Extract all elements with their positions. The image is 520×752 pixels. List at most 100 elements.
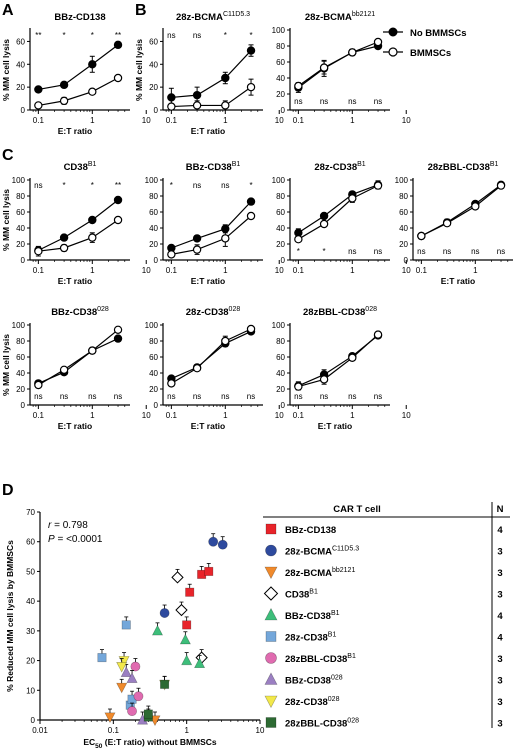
scatter-point bbox=[116, 662, 128, 673]
y-tick-label: 20 bbox=[149, 83, 158, 92]
x-tick-label: 0.1 bbox=[416, 266, 428, 275]
legend-marker bbox=[264, 607, 278, 621]
significance-label: * bbox=[91, 31, 94, 40]
legend-marker-bmmscs bbox=[388, 47, 398, 57]
significance-label: ns bbox=[193, 392, 201, 401]
data-point bbox=[113, 334, 123, 343]
scatter-point bbox=[175, 603, 188, 617]
series-line bbox=[297, 45, 379, 89]
y-tick-label: 40 bbox=[276, 369, 285, 378]
data-point bbox=[319, 63, 329, 72]
panel-letter-d: D bbox=[2, 482, 14, 499]
x-tick-label: 0.1 bbox=[293, 411, 305, 420]
series-no-bmmscs bbox=[294, 180, 383, 238]
y-tick-label: 60 bbox=[276, 208, 285, 217]
data-point bbox=[34, 101, 43, 110]
y-tick-label: 80 bbox=[399, 192, 408, 201]
significance-label: ns bbox=[348, 97, 356, 106]
y-tick-label: 0 bbox=[21, 401, 26, 410]
series-line bbox=[171, 215, 252, 255]
series-line bbox=[171, 50, 252, 99]
legend-marker bbox=[263, 586, 279, 601]
series-no-bmmscs bbox=[34, 195, 123, 255]
x-tick-label: 1 bbox=[350, 411, 355, 420]
y-tick-label: 60 bbox=[149, 208, 158, 217]
y-tick-label: 30 bbox=[26, 627, 35, 636]
scatter-point bbox=[97, 653, 107, 663]
significance-label: ns bbox=[417, 247, 425, 256]
scatter-group-6 bbox=[127, 658, 144, 717]
legend-label: BBz-CD38B1 bbox=[285, 610, 340, 622]
x-tick-label: 1 bbox=[90, 411, 95, 420]
y-tick-label: 100 bbox=[272, 321, 286, 330]
series-bmmscs bbox=[34, 73, 123, 110]
significance-label: ns bbox=[114, 392, 122, 401]
series-bmmscs bbox=[167, 211, 256, 259]
x-tick-label: 1 bbox=[473, 266, 478, 275]
scatter-point bbox=[179, 633, 191, 645]
series-line bbox=[421, 185, 502, 237]
data-point bbox=[496, 181, 506, 190]
y-tick-label: 60 bbox=[276, 353, 285, 362]
x-tick-label: 1 bbox=[223, 116, 228, 125]
y-tick-label: 0 bbox=[21, 256, 26, 265]
data-point bbox=[373, 181, 383, 190]
data-point bbox=[246, 324, 256, 334]
data-point bbox=[246, 197, 256, 206]
scatter-point bbox=[104, 712, 116, 724]
significance-label: * bbox=[170, 181, 173, 190]
data-point bbox=[221, 234, 230, 243]
chart-title: BBz-CD38028 bbox=[51, 306, 109, 318]
significance-label: ns bbox=[374, 392, 382, 401]
y-tick-label: 100 bbox=[272, 26, 286, 35]
significance-label: ns bbox=[374, 97, 382, 106]
y-tick-label: 80 bbox=[276, 42, 285, 51]
data-point bbox=[246, 211, 256, 221]
significance-label: ns bbox=[167, 392, 175, 401]
series-line bbox=[298, 41, 379, 87]
legend-n: 3 bbox=[497, 676, 502, 687]
significance-label: ns bbox=[443, 247, 451, 256]
significance-label: ns bbox=[193, 181, 201, 190]
x-tick-label: 10 bbox=[402, 116, 411, 125]
data-point bbox=[59, 243, 69, 253]
x-tick-label: 10 bbox=[142, 116, 151, 125]
data-point bbox=[319, 211, 329, 221]
y-tick-label: 0 bbox=[154, 256, 159, 265]
series-line bbox=[171, 201, 252, 249]
x-tick-label: 0.1 bbox=[293, 116, 305, 125]
data-point bbox=[88, 60, 97, 69]
series-no-bmmscs bbox=[294, 41, 383, 93]
y-tick-label: 0 bbox=[154, 401, 159, 410]
series-line bbox=[38, 77, 119, 107]
data-point bbox=[319, 219, 329, 229]
data-point bbox=[221, 336, 230, 346]
x-tick-label: 0.1 bbox=[166, 411, 178, 420]
data-point bbox=[192, 245, 202, 254]
legend-label: 28z-CD38028 bbox=[285, 696, 340, 708]
x-tick-label: 1 bbox=[90, 266, 95, 275]
data-point bbox=[88, 87, 97, 96]
chart-panel-C: CD38B1 0 20 40 60 80 100 0.1 1 10 E:T ratio % MM ce… bbox=[1, 161, 151, 286]
y-tick-label: 100 bbox=[12, 321, 26, 330]
chart-title: 28z-BCMAC11D5.3 bbox=[176, 11, 250, 23]
x-tick-label: 10 bbox=[275, 411, 284, 420]
legend-marker bbox=[265, 523, 277, 535]
series-line bbox=[298, 334, 379, 388]
legend-marker bbox=[264, 566, 278, 580]
y-tick-label: 60 bbox=[399, 208, 408, 217]
series-line bbox=[171, 328, 252, 384]
x-axis-label: E:T ratio bbox=[58, 421, 92, 431]
data-point bbox=[294, 81, 303, 91]
y-tick-label: 20 bbox=[149, 385, 158, 394]
legend-n: 3 bbox=[497, 697, 502, 708]
x-axis-label: E:T ratio bbox=[58, 126, 92, 136]
y-tick-label: 0 bbox=[281, 401, 286, 410]
y-tick-label: 20 bbox=[276, 90, 285, 99]
data-point bbox=[167, 379, 176, 388]
y-tick-label: 60 bbox=[16, 37, 25, 46]
legend-n: 3 bbox=[497, 547, 502, 558]
y-tick-label: 40 bbox=[16, 369, 25, 378]
significance-label: * bbox=[63, 181, 66, 190]
